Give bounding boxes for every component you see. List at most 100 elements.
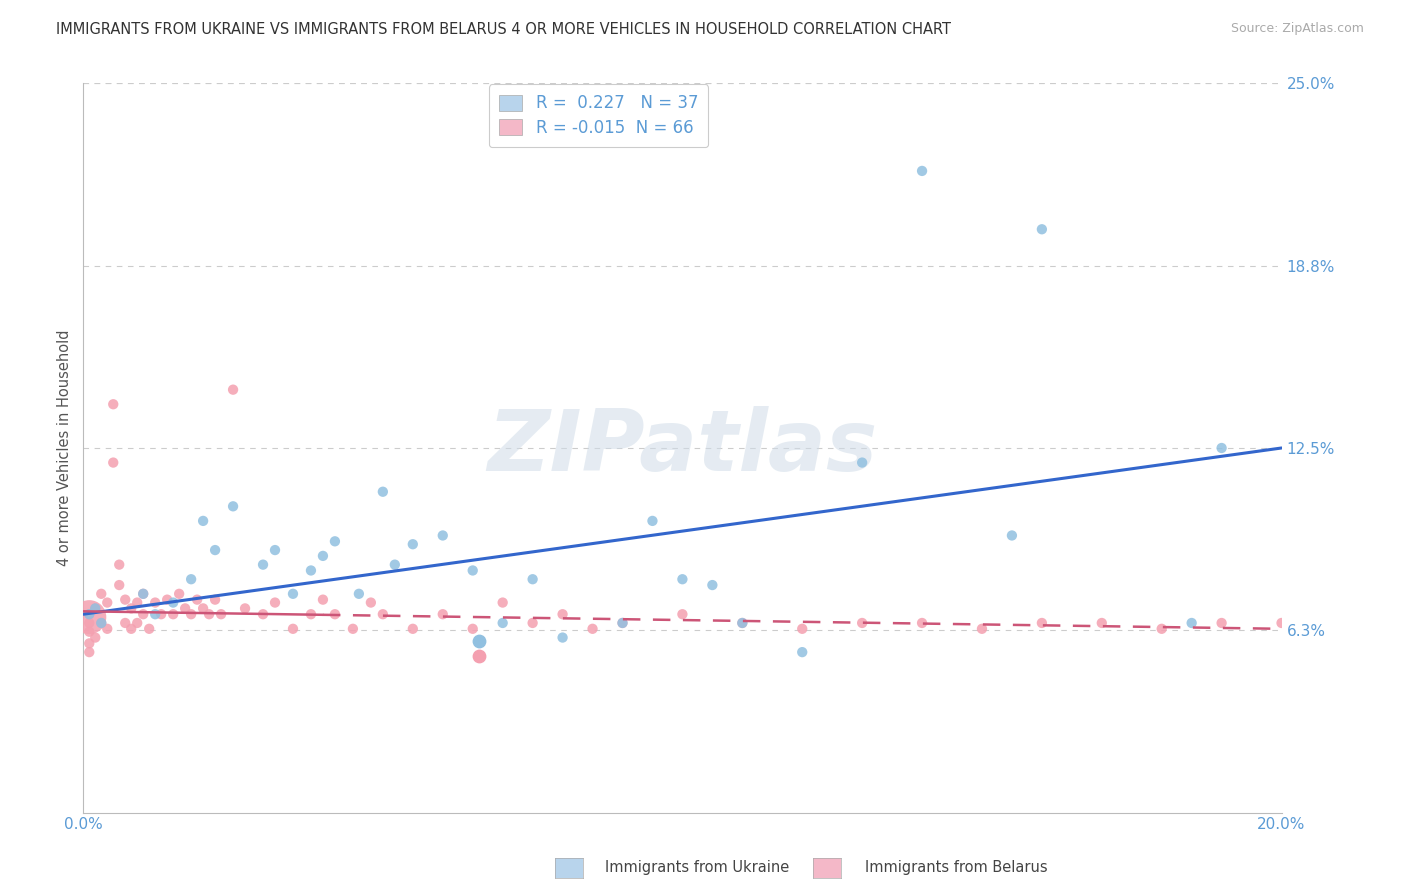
Point xyxy=(323,534,346,549)
Point xyxy=(281,587,304,601)
Point xyxy=(180,572,202,586)
Point xyxy=(731,615,754,630)
Point xyxy=(1150,622,1173,636)
Point xyxy=(84,631,107,645)
Point xyxy=(522,615,544,630)
Point xyxy=(96,596,118,610)
Point xyxy=(281,622,304,636)
Point xyxy=(522,572,544,586)
Y-axis label: 4 or more Vehicles in Household: 4 or more Vehicles in Household xyxy=(58,330,72,566)
Text: IMMIGRANTS FROM UKRAINE VS IMMIGRANTS FROM BELARUS 4 OR MORE VEHICLES IN HOUSEHO: IMMIGRANTS FROM UKRAINE VS IMMIGRANTS FR… xyxy=(56,22,952,37)
Point xyxy=(342,622,364,636)
Point xyxy=(120,601,142,615)
Point xyxy=(911,164,934,178)
Point xyxy=(461,564,484,578)
Point xyxy=(79,624,101,639)
Point xyxy=(90,587,112,601)
Point xyxy=(432,607,454,622)
Point xyxy=(264,543,287,558)
Point xyxy=(1181,615,1204,630)
Point xyxy=(299,607,322,622)
Point xyxy=(461,622,484,636)
Point xyxy=(551,631,574,645)
Point xyxy=(79,636,101,650)
Point xyxy=(851,456,873,470)
Point xyxy=(970,622,993,636)
Text: Source: ZipAtlas.com: Source: ZipAtlas.com xyxy=(1230,22,1364,36)
Point xyxy=(371,484,394,499)
Point xyxy=(191,601,214,615)
Point xyxy=(132,587,155,601)
Point xyxy=(792,622,814,636)
Point xyxy=(222,500,245,514)
Point xyxy=(252,607,274,622)
Point xyxy=(641,514,664,528)
Point xyxy=(132,587,155,601)
Point xyxy=(162,596,184,610)
Point xyxy=(384,558,406,572)
Point xyxy=(360,596,382,610)
Point xyxy=(204,592,226,607)
Point xyxy=(79,607,101,622)
Point xyxy=(79,610,101,624)
Point xyxy=(312,549,335,563)
Point xyxy=(347,587,370,601)
Point xyxy=(402,622,425,636)
Text: ZIPatlas: ZIPatlas xyxy=(488,407,877,490)
Point xyxy=(233,601,256,615)
Point xyxy=(252,558,274,572)
Point xyxy=(167,587,190,601)
Point xyxy=(264,596,287,610)
Point xyxy=(143,607,166,622)
Point xyxy=(114,615,136,630)
Point xyxy=(612,615,634,630)
Point xyxy=(702,578,724,592)
Legend: R =  0.227   N = 37, R = -0.015  N = 66: R = 0.227 N = 37, R = -0.015 N = 66 xyxy=(489,85,709,147)
Point xyxy=(79,645,101,659)
Point xyxy=(84,601,107,615)
Point xyxy=(150,607,173,622)
Point xyxy=(156,592,179,607)
Point xyxy=(90,615,112,630)
Point xyxy=(911,615,934,630)
Point xyxy=(180,607,202,622)
Point xyxy=(174,601,197,615)
Point xyxy=(191,514,214,528)
Point xyxy=(371,607,394,622)
Point xyxy=(432,528,454,542)
Point xyxy=(143,596,166,610)
Point xyxy=(1031,222,1053,236)
Text: Immigrants from Ukraine: Immigrants from Ukraine xyxy=(605,860,789,874)
Point xyxy=(312,592,335,607)
Point xyxy=(204,543,226,558)
Point xyxy=(127,596,149,610)
Point xyxy=(108,578,131,592)
Point xyxy=(581,622,603,636)
Point xyxy=(79,615,101,630)
Point xyxy=(186,592,208,607)
Point xyxy=(96,622,118,636)
Point xyxy=(1001,528,1024,542)
Point xyxy=(792,645,814,659)
Point xyxy=(108,558,131,572)
Point xyxy=(120,622,142,636)
Point xyxy=(612,615,634,630)
Point xyxy=(323,607,346,622)
Point xyxy=(132,607,155,622)
Point xyxy=(103,456,125,470)
Point xyxy=(162,607,184,622)
Text: Immigrants from Belarus: Immigrants from Belarus xyxy=(865,860,1047,874)
Point xyxy=(492,596,515,610)
Point xyxy=(1211,615,1233,630)
Point xyxy=(114,592,136,607)
Point xyxy=(1211,441,1233,455)
Point xyxy=(127,615,149,630)
Point xyxy=(492,615,515,630)
Point xyxy=(671,607,693,622)
Point xyxy=(198,607,221,622)
Point xyxy=(671,572,693,586)
Point xyxy=(209,607,232,622)
Point xyxy=(851,615,873,630)
Point xyxy=(138,622,160,636)
Point xyxy=(1270,615,1292,630)
